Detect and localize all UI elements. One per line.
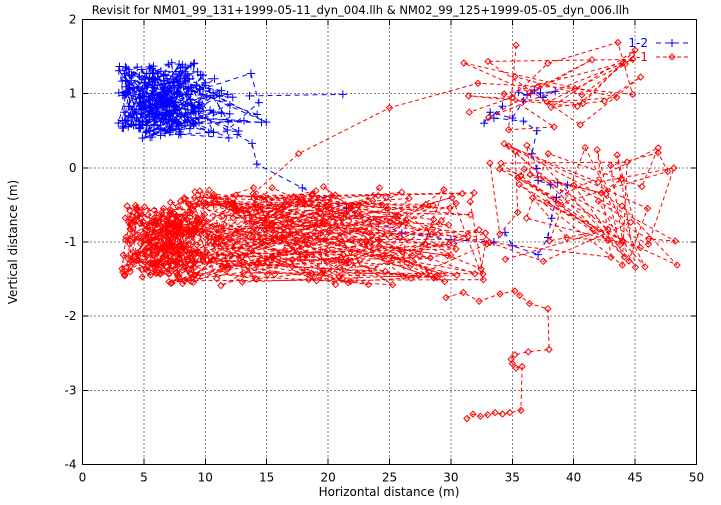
x-tick-label: 15 <box>259 471 274 485</box>
diamond-icon <box>668 53 676 61</box>
series-line <box>236 89 569 256</box>
y-tick-label: -3 <box>65 383 77 397</box>
series-line <box>252 41 634 195</box>
x-tick-label: 45 <box>627 471 642 485</box>
tick-labels: 0 5 10 15 20 25 30 35 40 45 50 -4 -3 -2 -1 0 1 2 <box>65 13 705 485</box>
series-2-1 <box>118 38 681 423</box>
series-line <box>249 93 343 97</box>
legend-label-1-2: 1-2 <box>628 36 648 50</box>
series-line <box>121 205 206 279</box>
diamond-markers <box>249 38 637 198</box>
x-tick-label: 40 <box>566 471 581 485</box>
series-line <box>137 72 267 139</box>
x-tick-label: 30 <box>443 471 458 485</box>
y-tick-label: -1 <box>65 235 77 249</box>
x-tick-label: 50 <box>689 471 704 485</box>
plus-icon <box>668 38 676 47</box>
plus-markers <box>135 69 271 143</box>
plus-markers <box>245 90 347 100</box>
diamond-markers <box>486 139 681 272</box>
series-line <box>445 290 550 419</box>
series-line <box>117 62 202 133</box>
y-axis-label: Vertical distance (m) <box>6 179 20 305</box>
y-tick-label: 2 <box>69 13 77 27</box>
y-tick-label: 0 <box>69 161 77 175</box>
series-line <box>489 143 678 268</box>
y-tick-label: -2 <box>65 309 77 323</box>
series-line <box>463 45 641 131</box>
x-axis-label: Horizontal distance (m) <box>318 485 460 499</box>
chart-title: Revisit for NM01_99_131+1999-05-11_dyn_0… <box>91 3 630 17</box>
x-tick-label: 0 <box>79 471 87 485</box>
legend-label-2-1: 2-1 <box>628 50 648 64</box>
diamond-markers <box>164 182 491 290</box>
x-tick-label: 10 <box>198 471 213 485</box>
x-tick-label: 5 <box>140 471 148 485</box>
axes-frame <box>82 19 697 465</box>
y-tick-label: -4 <box>65 458 77 472</box>
series-line <box>167 186 489 287</box>
y-tick-label: 1 <box>69 87 77 101</box>
x-tick-label: 25 <box>382 471 397 485</box>
legend: 1-22-1 <box>628 36 688 64</box>
x-tick-label: 35 <box>505 471 520 485</box>
x-tick-label: 20 <box>320 471 335 485</box>
diamond-markers <box>442 287 553 423</box>
